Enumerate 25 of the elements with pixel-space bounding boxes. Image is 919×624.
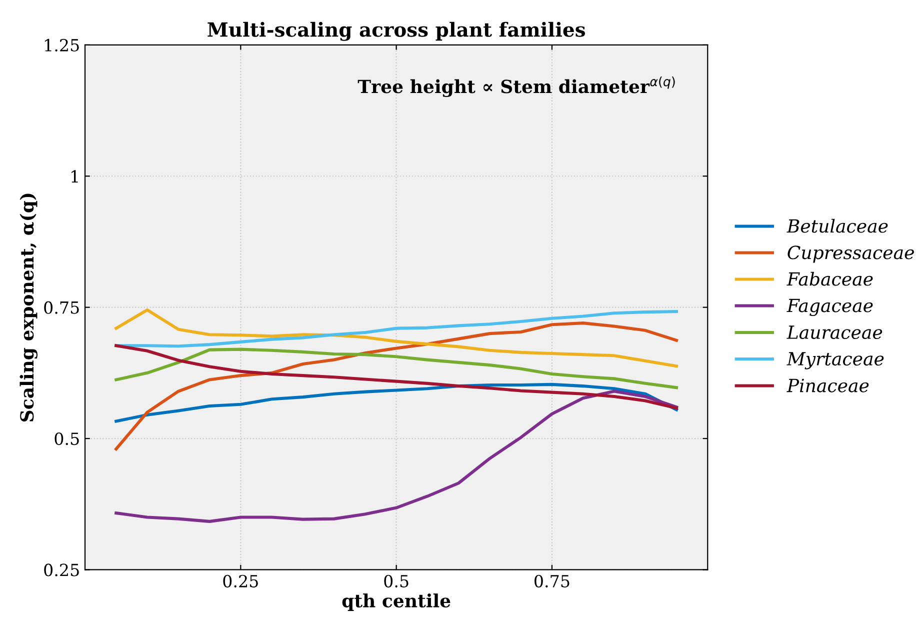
line-series	[114, 348, 678, 390]
line-series	[114, 308, 678, 368]
y-tick-label: 1	[72, 170, 78, 182]
y-axis-title: Scaling exponent, α(q)	[20, 194, 38, 422]
x-tick-label: 0.25	[223, 574, 258, 588]
chart-title: Multi-scaling across plant families	[208, 22, 585, 41]
y-tick-label: 0.25	[44, 564, 79, 576]
legend-label: Fagaceae	[786, 298, 873, 316]
x-axis-title: qth centile	[342, 593, 450, 611]
line-series	[114, 344, 678, 410]
legend-label: Betulaceae	[786, 218, 888, 233]
y-tick-label: 1.25	[45, 38, 79, 52]
line-series	[114, 390, 678, 523]
line-series	[114, 310, 678, 348]
x-tick-label: 0.75	[534, 574, 570, 588]
legend-label: Cupressaceae	[788, 246, 914, 263]
legend-label: Fabaceae	[786, 272, 873, 286]
y-tick-label: 0.5	[54, 432, 79, 446]
legend-label: Pinaceae	[786, 378, 869, 392]
legend-label: Myrtaceae	[786, 352, 884, 370]
annotation: Tree height ∝ Stem diameter$^{α(q)}$	[358, 76, 675, 98]
y-tick-label: 0.75	[44, 301, 79, 314]
x-tick-label: 0.5	[384, 574, 408, 588]
legend-label: Lauraceae	[786, 326, 882, 340]
line-series	[114, 322, 678, 451]
